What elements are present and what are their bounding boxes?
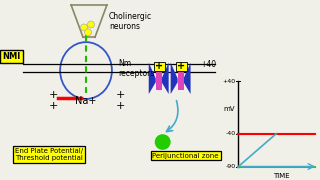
Polygon shape — [171, 63, 178, 94]
Bar — [176, 62, 187, 71]
Polygon shape — [149, 63, 156, 94]
Bar — [156, 69, 162, 90]
Text: Cholinergic
neurons: Cholinergic neurons — [109, 12, 152, 31]
Circle shape — [84, 29, 92, 36]
Text: -40: -40 — [225, 131, 236, 136]
Text: Perijunctional zone: Perijunctional zone — [152, 153, 219, 159]
Text: NMI: NMI — [2, 52, 20, 61]
Text: +: + — [155, 61, 163, 71]
Polygon shape — [162, 63, 169, 94]
Polygon shape — [184, 63, 190, 94]
Bar — [178, 69, 184, 90]
Text: +: + — [48, 90, 58, 100]
Text: +40: +40 — [222, 79, 236, 84]
Circle shape — [81, 24, 87, 31]
Text: +: + — [116, 90, 125, 100]
Circle shape — [155, 134, 171, 150]
Circle shape — [87, 21, 94, 28]
Text: -90: -90 — [225, 164, 236, 169]
Text: Na+: Na+ — [75, 96, 97, 106]
Text: +: + — [116, 101, 125, 111]
Text: +40: +40 — [201, 60, 217, 69]
Text: +: + — [177, 61, 185, 71]
Text: TIME: TIME — [273, 173, 290, 179]
Text: End Plate Potential/
Threshold potential: End Plate Potential/ Threshold potential — [15, 148, 83, 161]
Text: Nm
receptors: Nm receptors — [118, 59, 154, 78]
Text: mV: mV — [224, 106, 236, 112]
Bar — [154, 62, 165, 71]
Text: +: + — [48, 101, 58, 111]
